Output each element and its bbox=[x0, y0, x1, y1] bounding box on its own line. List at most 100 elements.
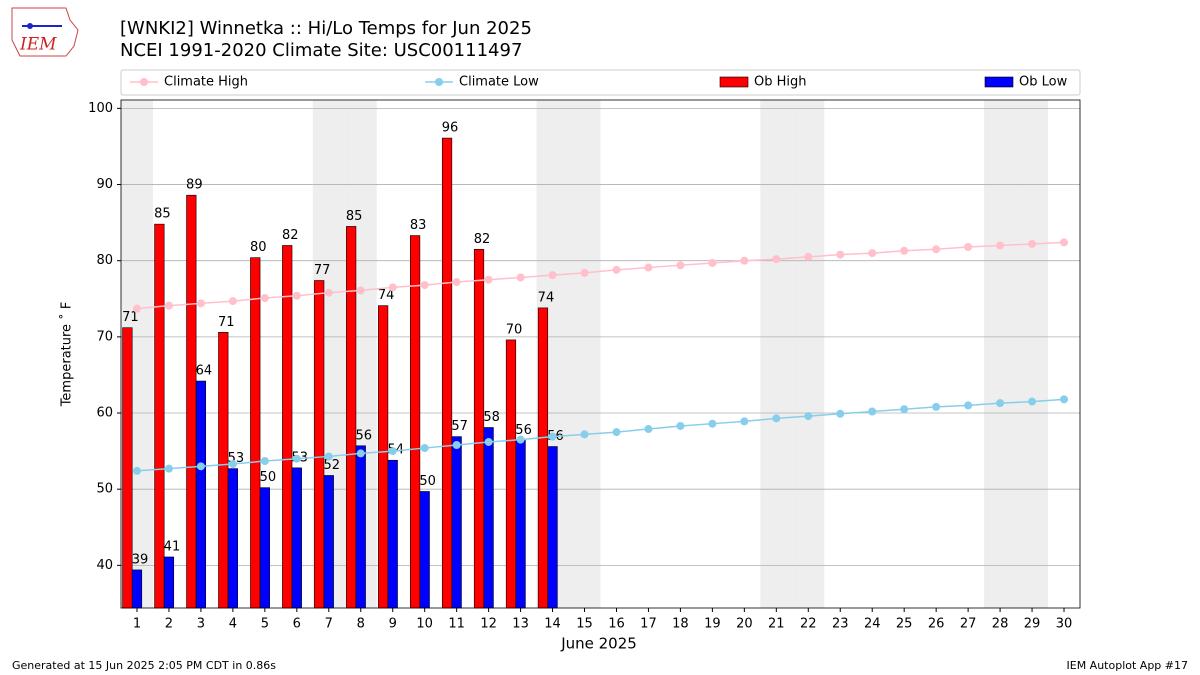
x-tick-label: 6 bbox=[293, 617, 301, 632]
bar bbox=[515, 440, 526, 609]
y-tick-label: 90 bbox=[96, 177, 113, 192]
point bbox=[772, 414, 781, 423]
x-tick-label: 30 bbox=[1056, 617, 1073, 632]
footer-left: Generated at 15 Jun 2025 2:05 PM CDT in … bbox=[12, 659, 276, 672]
x-tick-label: 5 bbox=[261, 617, 269, 632]
data-label: 85 bbox=[154, 207, 171, 222]
point bbox=[228, 297, 237, 306]
point bbox=[324, 452, 333, 461]
bar bbox=[195, 380, 207, 609]
bar bbox=[505, 339, 517, 609]
point bbox=[356, 286, 365, 295]
point bbox=[548, 432, 557, 441]
point bbox=[676, 421, 685, 430]
x-tick-label: 28 bbox=[992, 617, 1009, 632]
point bbox=[740, 256, 749, 265]
x-tick-label: 1 bbox=[133, 617, 141, 632]
x-tick-label: 12 bbox=[480, 617, 497, 632]
plot-frame bbox=[120, 99, 1081, 609]
x-tick-label: 2 bbox=[165, 617, 173, 632]
data-label: 82 bbox=[474, 232, 491, 247]
point bbox=[612, 265, 621, 274]
bar bbox=[387, 459, 398, 609]
y-tick-label: 40 bbox=[96, 558, 113, 573]
point bbox=[580, 268, 589, 277]
weekend-shade bbox=[760, 100, 793, 608]
point bbox=[164, 301, 173, 310]
point bbox=[1060, 238, 1069, 247]
bar bbox=[473, 248, 485, 609]
data-label: 56 bbox=[515, 423, 532, 438]
x-tick-label: 16 bbox=[608, 617, 625, 632]
bar bbox=[291, 467, 302, 609]
point bbox=[932, 245, 941, 254]
data-label: 82 bbox=[282, 228, 299, 243]
bar bbox=[227, 468, 238, 609]
legend-label: Climate High bbox=[164, 75, 248, 90]
legend-swatch bbox=[719, 76, 749, 88]
y-tick-label: 80 bbox=[96, 253, 113, 268]
bar bbox=[483, 427, 494, 609]
point bbox=[868, 407, 877, 416]
x-tick-label: 14 bbox=[544, 617, 561, 632]
legend bbox=[120, 69, 1081, 96]
data-label: 74 bbox=[378, 288, 395, 303]
point bbox=[772, 255, 781, 264]
bar bbox=[346, 226, 357, 609]
point bbox=[964, 242, 973, 251]
point bbox=[1028, 239, 1037, 248]
point bbox=[836, 409, 845, 418]
logo-mark bbox=[27, 23, 33, 29]
point bbox=[708, 419, 717, 428]
data-label: 57 bbox=[451, 419, 468, 434]
x-tick-label: 15 bbox=[576, 617, 593, 632]
x-tick-label: 7 bbox=[325, 617, 333, 632]
bar bbox=[323, 475, 334, 609]
point bbox=[996, 241, 1005, 250]
point bbox=[356, 449, 365, 458]
bar bbox=[250, 257, 261, 609]
point bbox=[420, 444, 429, 453]
data-label: 64 bbox=[196, 364, 213, 379]
weekend-shade bbox=[1016, 100, 1049, 608]
bar bbox=[131, 569, 143, 609]
logo-text: IEM bbox=[19, 35, 57, 55]
bar bbox=[547, 446, 558, 609]
x-axis-label: June 2025 bbox=[560, 635, 637, 653]
data-label: 50 bbox=[419, 474, 436, 489]
bar bbox=[218, 331, 229, 609]
data-label: 50 bbox=[260, 470, 277, 485]
point bbox=[836, 250, 845, 259]
weekend-shade bbox=[792, 100, 825, 608]
logo: IEM bbox=[11, 7, 79, 57]
x-tick-label: 9 bbox=[389, 617, 397, 632]
point bbox=[516, 273, 525, 282]
data-label: 71 bbox=[218, 315, 235, 330]
point bbox=[292, 291, 301, 300]
x-tick-label: 26 bbox=[928, 617, 945, 632]
point bbox=[484, 437, 493, 446]
x-tick-label: 18 bbox=[672, 617, 689, 632]
data-label: 41 bbox=[164, 539, 181, 554]
bar bbox=[314, 280, 325, 609]
line bbox=[136, 398, 1065, 472]
point bbox=[516, 435, 525, 444]
footer-right: IEM Autoplot App #17 bbox=[1067, 659, 1189, 672]
x-tick-label: 11 bbox=[448, 617, 465, 632]
data-label: 77 bbox=[314, 263, 331, 278]
data-label: 52 bbox=[324, 458, 341, 473]
point bbox=[228, 460, 237, 469]
point bbox=[964, 401, 973, 410]
bar bbox=[282, 245, 293, 609]
point bbox=[804, 252, 813, 261]
x-tick-label: 13 bbox=[512, 617, 529, 632]
data-label: 96 bbox=[442, 121, 459, 136]
point bbox=[644, 263, 653, 272]
bar bbox=[419, 491, 430, 609]
x-tick-label: 4 bbox=[229, 617, 237, 632]
bar bbox=[259, 487, 270, 609]
point bbox=[324, 288, 333, 297]
data-label: 85 bbox=[346, 209, 363, 224]
y-tick-label: 70 bbox=[96, 329, 113, 344]
